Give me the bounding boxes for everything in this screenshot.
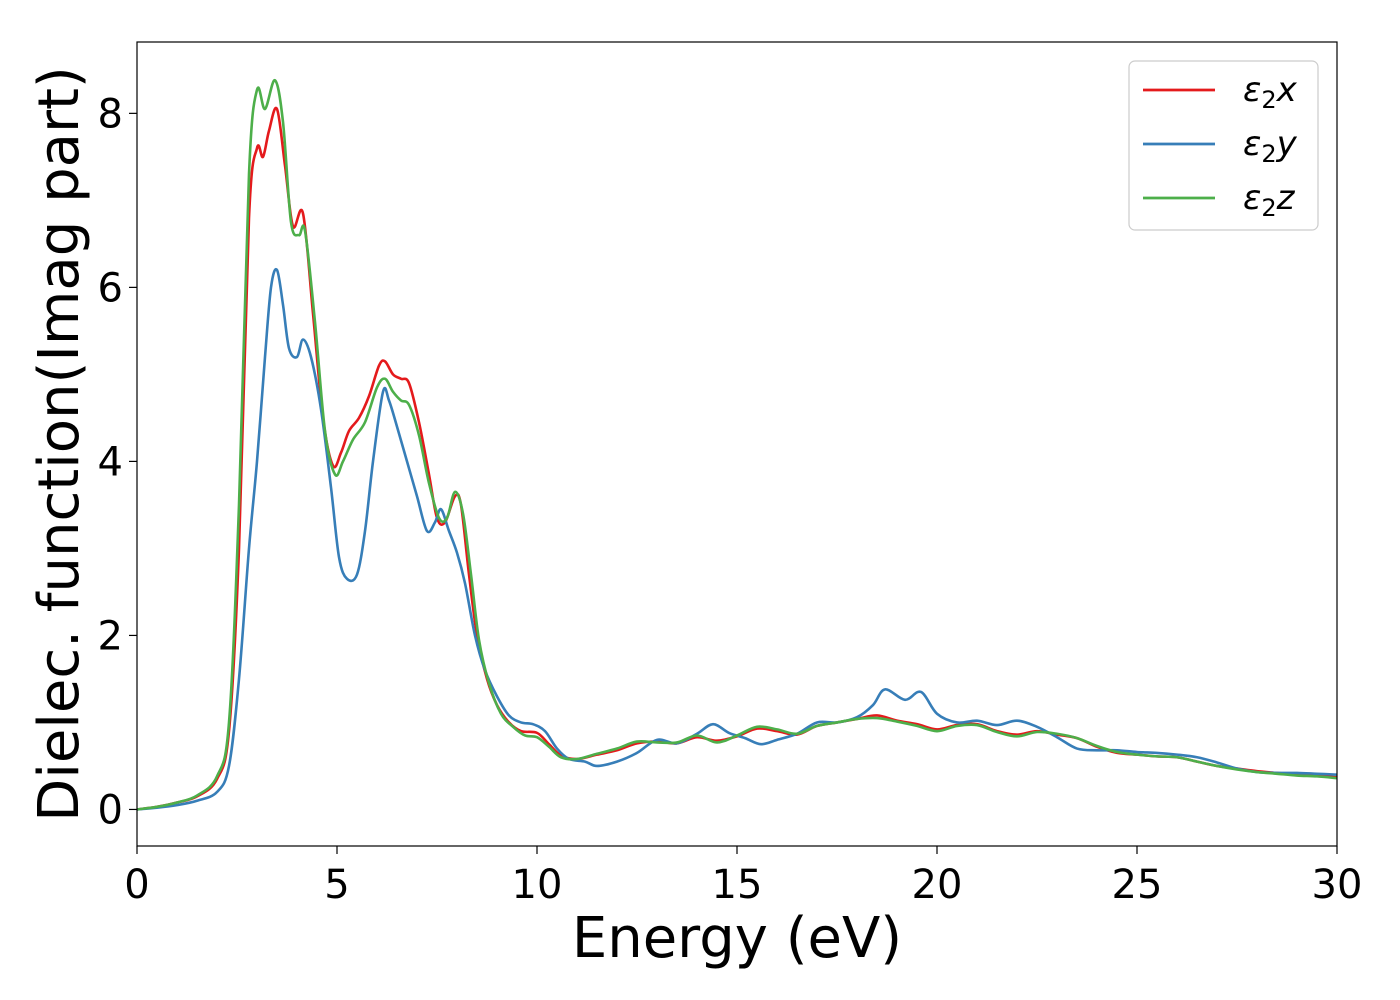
- x-tick-label: 30: [1312, 862, 1363, 908]
- x-axis-ticks: 0 5 10 15 20 25 30: [124, 846, 1362, 908]
- y-tick-label: 6: [98, 265, 123, 311]
- legend-box: [1128, 60, 1319, 231]
- y-tick-label: 8: [98, 91, 123, 137]
- x-tick-label: 0: [124, 862, 149, 908]
- x-tick-label: 5: [324, 862, 349, 908]
- x-tick-label: 25: [1112, 862, 1163, 908]
- x-tick-label: 20: [912, 862, 963, 908]
- y-axis-ticks: 0 2 4 6 8: [98, 91, 137, 833]
- legend-label-y: ε2y: [1243, 124, 1298, 168]
- x-tick-label: 15: [712, 862, 763, 908]
- series-line-y: [137, 267, 1337, 811]
- series-layer: [137, 78, 1337, 811]
- series-line-z: [137, 78, 1337, 811]
- legend-label-z: ε2z: [1243, 178, 1296, 222]
- y-tick-label: 0: [98, 787, 123, 833]
- y-axis-label: Dielec. function(Imag part): [27, 66, 92, 822]
- y-tick-label: 4: [98, 439, 123, 485]
- y-tick-label: 2: [98, 613, 123, 659]
- legend-label-x: ε2x: [1243, 70, 1298, 114]
- legend: ε2x ε2y ε2z: [1128, 60, 1319, 231]
- x-tick-label: 10: [512, 862, 563, 908]
- x-axis-label: Energy (eV): [572, 906, 902, 971]
